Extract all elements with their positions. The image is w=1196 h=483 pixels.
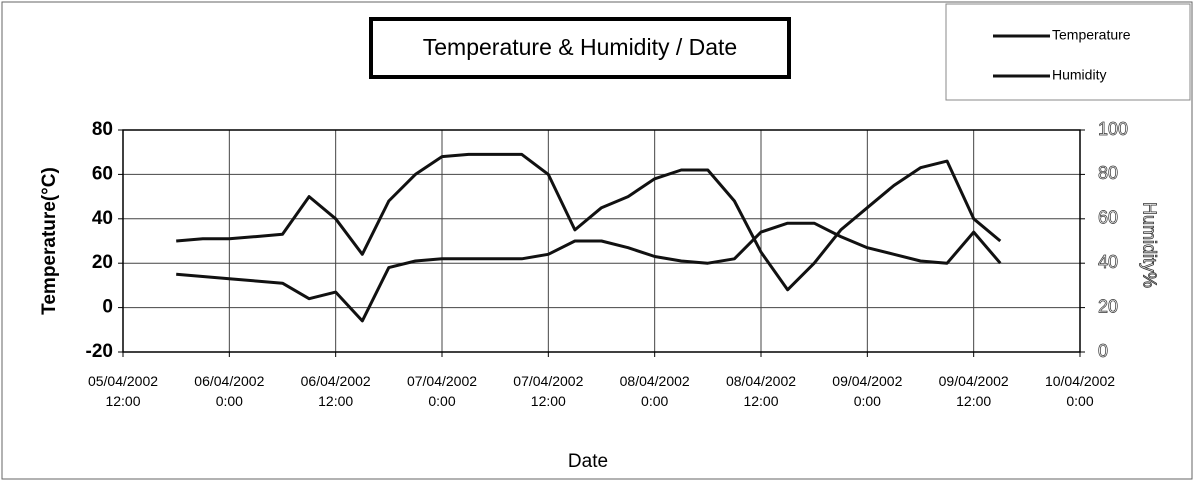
x-tick-label: 07/04/2002 12:00 bbox=[513, 373, 583, 409]
plot-area bbox=[122, 129, 1081, 353]
x-tick-label: 06/04/2002 0:00 bbox=[194, 373, 264, 409]
x-tick-label: 07/04/2002 0:00 bbox=[407, 373, 477, 409]
series-line bbox=[176, 221, 1002, 323]
series-line bbox=[176, 152, 1002, 292]
x-tick-label: 05/04/2002 12:00 bbox=[88, 373, 158, 409]
legend-label: Temperature bbox=[1052, 27, 1131, 43]
y2-tick-label: 100 bbox=[1098, 119, 1128, 139]
y-tick-label: 60 bbox=[92, 163, 113, 184]
chart-title: Temperature & Humidity / Date bbox=[423, 34, 737, 60]
x-tick-label: 09/04/2002 12:00 bbox=[939, 373, 1009, 409]
x-tick-label: 06/04/2002 12:00 bbox=[301, 373, 371, 409]
x-tick-label: 10/04/2002 0:00 bbox=[1045, 373, 1115, 409]
x-axis-label: Date bbox=[568, 451, 608, 472]
y2-tick-label: 40 bbox=[1098, 252, 1118, 272]
y2-axis-label: Humidity% bbox=[1139, 202, 1159, 288]
y-tick-label: -20 bbox=[86, 341, 113, 362]
x-tick-label: 08/04/2002 0:00 bbox=[620, 373, 690, 409]
y2-tick-label: 80 bbox=[1098, 163, 1118, 183]
y-tick-label: 20 bbox=[92, 252, 113, 273]
title-box bbox=[369, 17, 791, 79]
y2-tick-label: 60 bbox=[1098, 208, 1118, 228]
y2-tick-label: 20 bbox=[1098, 296, 1118, 316]
legend-label: Humidity bbox=[1052, 67, 1106, 83]
y-tick-label: 80 bbox=[92, 119, 113, 140]
y-tick-label: 0 bbox=[102, 297, 113, 318]
y2-tick-label: 0 bbox=[1098, 341, 1108, 361]
y-tick-label: 40 bbox=[92, 208, 113, 229]
x-tick-label: 09/04/2002 0:00 bbox=[832, 373, 902, 409]
y-axis-label: Temperature(°C) bbox=[39, 167, 60, 315]
x-tick-label: 08/04/2002 12:00 bbox=[726, 373, 796, 409]
legend-box bbox=[945, 3, 1191, 101]
